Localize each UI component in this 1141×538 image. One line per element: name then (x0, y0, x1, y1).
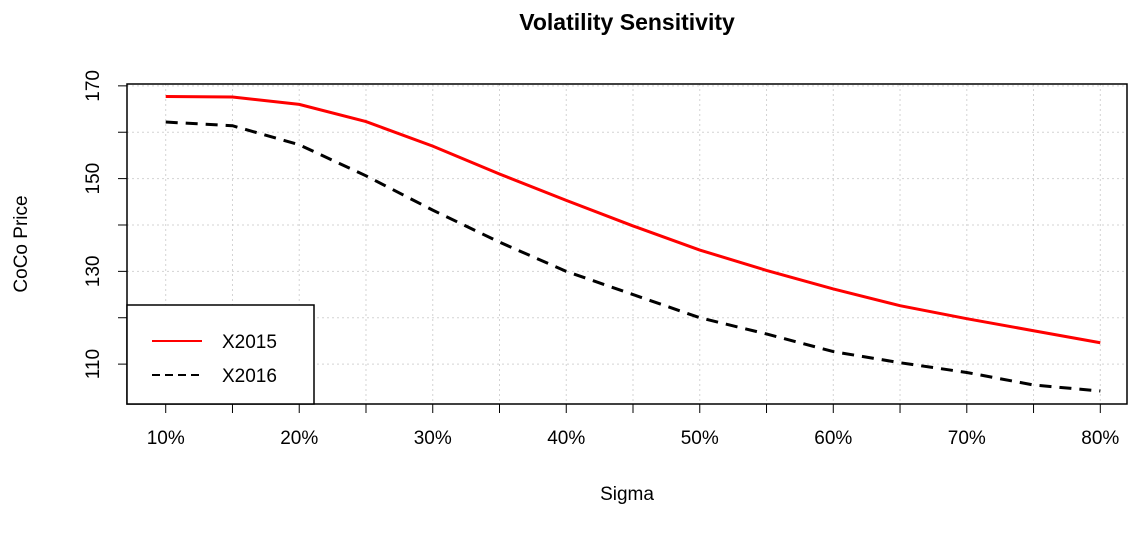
legend-label: X2016 (222, 366, 277, 387)
x-tick-label: 50% (681, 428, 719, 449)
x-tick-label: 10% (147, 428, 185, 449)
y-tick-label: 170 (83, 70, 104, 102)
chart-title: Volatility Sensitivity (519, 9, 735, 35)
x-tick-label: 80% (1081, 428, 1119, 449)
series-line (165, 120, 1101, 393)
y-axis-label: CoCo Price (11, 195, 32, 292)
x-tick-label: 70% (948, 428, 986, 449)
legend-box (126, 304, 315, 405)
x-axis-label: Sigma (600, 484, 654, 505)
x-tick-label: 60% (814, 428, 852, 449)
series-line (165, 95, 1101, 345)
x-tick-label: 20% (280, 428, 318, 449)
y-tick-label: 130 (83, 256, 104, 288)
legend-label: X2015 (222, 332, 277, 353)
y-tick-label: 150 (83, 163, 104, 195)
x-tick-label: 40% (547, 428, 585, 449)
y-tick-label: 110 (83, 349, 104, 379)
x-tick-label: 30% (414, 428, 452, 449)
plot-frame (126, 83, 1128, 405)
